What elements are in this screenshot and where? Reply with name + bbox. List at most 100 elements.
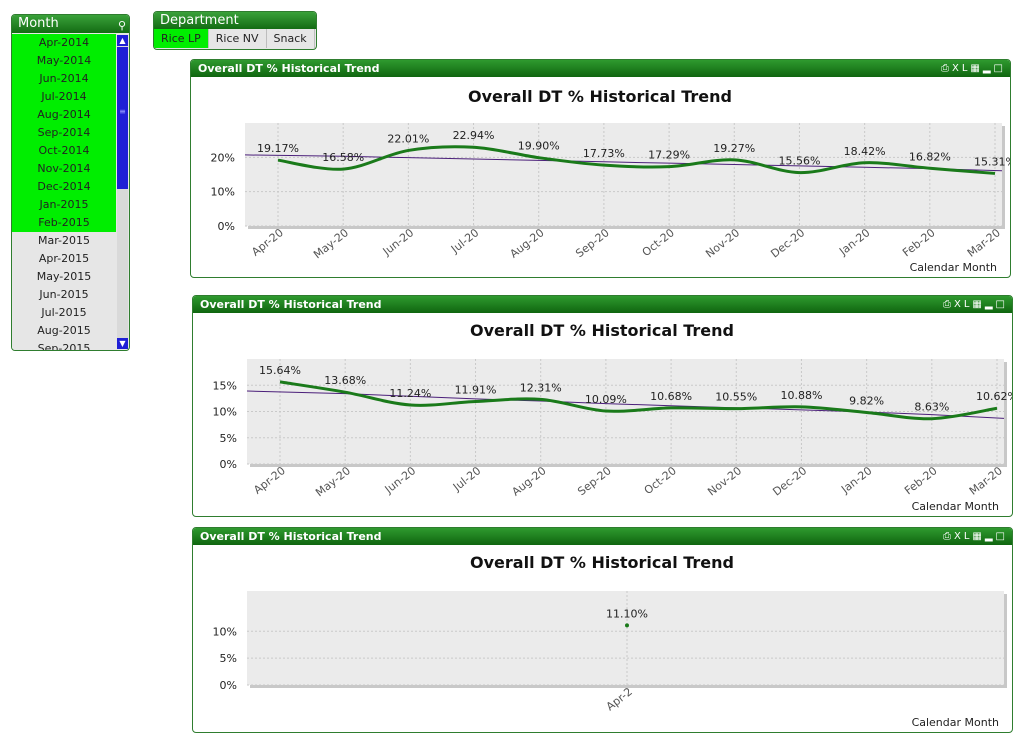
x-tick-label: Sep-20 [575,464,614,498]
x-tick-label: Mar-20 [967,464,1005,498]
minimize-icon[interactable]: ▂ [984,299,996,310]
data-label: 19.27% [713,142,755,155]
y-tick-label: 0% [218,220,235,233]
month-item[interactable]: Jul-2015 [12,304,116,322]
chart-icon[interactable]: ▦ [972,299,985,310]
month-item[interactable]: Aug-2015 [12,322,116,340]
x-tick-label: Jan-20 [838,464,874,496]
print-icon[interactable]: ⎙ [942,531,954,542]
month-item[interactable]: Dec-2014 [12,178,116,196]
x-tick-label: Jul-20 [448,226,481,256]
y-tick-label: 15% [213,379,237,392]
month-item[interactable]: Jun-2014 [12,70,116,88]
data-label: 11.10% [606,607,648,620]
department-item[interactable]: Snack [267,29,315,48]
panel-tools: ⎙XL▦▂□ [943,296,1008,313]
chart-panel-1[interactable]: Overall DT % Historical Trend ⎙XL▦▂□ Ove… [190,59,1011,278]
data-label: 17.73% [583,147,625,160]
data-label: 15.56% [778,155,820,168]
department-item[interactable]: Rice NV [209,29,267,48]
data-label: 13.68% [324,374,366,387]
plot-area [247,591,1004,685]
data-label: 11.24% [389,387,431,400]
month-item[interactable]: May-2014 [12,52,116,70]
month-item[interactable]: Apr-2015 [12,250,116,268]
maximize-icon[interactable]: □ [995,531,1008,542]
data-label: 11.91% [455,383,497,396]
month-item[interactable]: May-2015 [12,268,116,286]
maximize-icon[interactable]: □ [993,63,1006,74]
x-tick-label: Jul-20 [450,464,483,494]
month-item[interactable]: Sep-2014 [12,124,116,142]
department-listbox[interactable]: Department Rice LP Rice NV Snack [153,11,317,50]
y-tick-label: 5% [220,652,237,665]
data-label: 19.90% [518,140,560,153]
minimize-icon[interactable]: ▂ [982,63,994,74]
data-label: 10.09% [585,393,627,406]
month-item[interactable]: Oct-2014 [12,142,116,160]
y-tick-label: 5% [220,432,237,445]
x-axis-label: Calendar Month [912,500,999,513]
month-list: Apr-2014 May-2014 Jun-2014 Jul-2014 Aug-2014… [12,34,116,350]
chart-panel-3[interactable]: Overall DT % Historical Trend ⎙XL▦▂□ Ove… [192,527,1013,733]
x-tick-label: Mar-20 [965,226,1003,260]
data-label: 19.17% [257,142,299,155]
print-icon[interactable]: ⎙ [940,63,952,74]
excel-icon[interactable]: XL [953,531,973,542]
month-item[interactable]: Apr-2014 [12,34,116,52]
x-tick-label: Jun-20 [380,226,416,259]
print-icon[interactable]: ⎙ [942,299,954,310]
x-axis-label: Calendar Month [910,261,997,274]
month-listbox[interactable]: Month ⚲ Apr-2014 May-2014 Jun-2014 Jul-2014… [11,14,130,351]
department-caption: Department [154,12,316,29]
data-label: 17.29% [648,149,690,162]
month-item[interactable]: Feb-2015 [12,214,116,232]
maximize-icon[interactable]: □ [995,299,1008,310]
trendline [244,154,1003,172]
excel-icon[interactable]: XL [953,299,973,310]
month-scrollbar[interactable]: ▲ ≡ ▼ [117,35,128,349]
chart-title: Overall DT % Historical Trend [470,321,734,340]
x-tick-label: Jun-20 [382,464,418,497]
x-tick-label: Feb-20 [900,226,938,259]
panel-tools: ⎙XL▦▂□ [941,60,1006,77]
scroll-down-icon[interactable]: ▼ [117,338,128,349]
plot-area [245,123,1002,226]
month-listbox-caption: Month ⚲ [12,15,129,33]
x-tick-label: Feb-20 [902,464,940,497]
department-item[interactable]: Rice LP [154,29,209,48]
month-item[interactable]: Jul-2014 [12,88,116,106]
panel-caption-text: Overall DT % Historical Trend [198,62,380,75]
chart-icon[interactable]: ▦ [970,63,983,74]
data-label: 16.82% [909,150,951,163]
panel-caption: Overall DT % Historical Trend ⎙XL▦▂□ [191,60,1010,77]
chart-panel-2[interactable]: Overall DT % Historical Trend ⎙XL▦▂□ Ove… [192,295,1013,517]
minimize-icon[interactable]: ▂ [984,531,996,542]
panel-tools: ⎙XL▦▂□ [943,528,1008,545]
scroll-thumb[interactable]: ≡ [117,47,128,189]
series-line [277,145,996,175]
month-item[interactable]: Mar-2015 [12,232,116,250]
panel-caption: Overall DT % Historical Trend ⎙XL▦▂□ [193,528,1012,545]
data-point[interactable] [625,623,629,628]
chart-title: Overall DT % Historical Trend [468,87,732,106]
month-item[interactable]: Jan-2015 [12,196,116,214]
data-label: 12.31% [520,381,562,394]
month-item[interactable]: Nov-2014 [12,160,116,178]
x-tick-label: Dec-20 [770,464,809,498]
data-label: 15.31% [974,155,1010,168]
x-tick-label: Aug-20 [509,464,548,499]
scroll-up-icon[interactable]: ▲ [117,35,128,46]
excel-icon[interactable]: XL [951,63,971,74]
chart-icon[interactable]: ▦ [972,531,985,542]
month-item[interactable]: Jun-2015 [12,286,116,304]
panel-caption-text: Overall DT % Historical Trend [200,298,382,311]
x-tick-label: Apr-2 [604,685,635,713]
month-item[interactable]: Aug-2014 [12,106,116,124]
search-icon[interactable]: ⚲ [117,19,126,32]
month-item[interactable]: Sep-2015 [12,340,116,350]
data-label: 16.58% [322,151,364,164]
data-label: 10.88% [780,389,822,402]
data-label: 10.62% [976,390,1012,403]
y-tick-label: 10% [211,186,235,199]
